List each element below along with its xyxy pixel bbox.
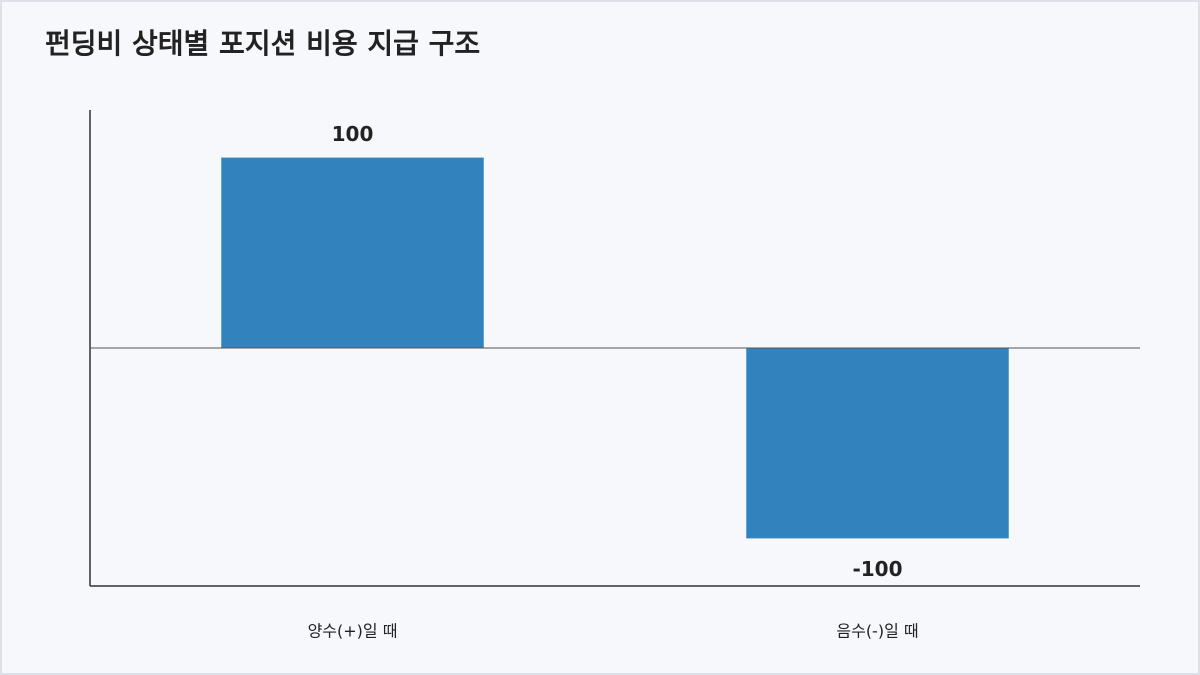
bar [746,348,1009,539]
data-label: -100 [852,557,902,581]
x-tick-label: 음수(-)일 때 [836,622,918,641]
bar [221,157,484,348]
data-label: 100 [332,122,374,146]
chart-title: 펀딩비 상태별 포지션 비용 지급 구조 [45,27,480,60]
x-tick-label: 양수(+)일 때 [308,622,398,641]
